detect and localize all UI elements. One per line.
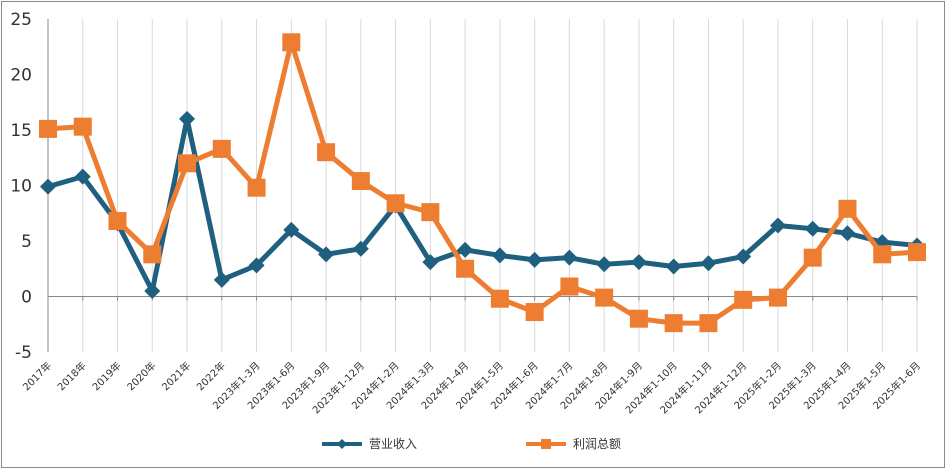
series-layer <box>39 33 926 333</box>
data-point-square <box>838 199 857 218</box>
data-point-square <box>490 289 509 308</box>
data-point-square <box>908 243 926 262</box>
data-point-square <box>108 212 127 231</box>
x-tick-label: 2017年 <box>20 359 54 393</box>
series-line <box>47 116 918 294</box>
y-tick-label: 5 <box>21 232 32 252</box>
data-point-square <box>178 154 197 173</box>
x-tick-label: 2021年 <box>159 359 193 393</box>
data-point-square <box>595 288 614 307</box>
data-point-diamond <box>213 271 230 288</box>
data-point-square <box>803 248 822 267</box>
data-point-diamond <box>700 255 717 272</box>
data-point-diamond <box>352 240 369 257</box>
x-tick-label: 2018年 <box>55 359 89 393</box>
data-point-square <box>317 143 336 162</box>
y-tick-label: 25 <box>10 10 32 30</box>
x-axis-tick-labels: 2017年 2018年 2019年 2020年 2021年 2022年2023年1-3月2… <box>20 359 923 416</box>
data-point-square <box>351 172 370 191</box>
data-point-square <box>699 314 718 333</box>
data-point-diamond <box>74 168 91 185</box>
y-axis-tick-labels: -5 0 5 10 15 20 25 <box>10 10 32 363</box>
data-point-diamond <box>179 110 196 127</box>
data-point-square <box>247 178 266 197</box>
data-point-diamond <box>839 225 856 242</box>
y-tick-label: 0 <box>21 288 32 308</box>
series-line <box>47 39 918 326</box>
data-point-diamond <box>457 241 474 258</box>
legend-marker-square <box>541 439 551 449</box>
legend-item-profit: 利润总额 <box>526 437 621 451</box>
data-point-square <box>664 314 683 333</box>
y-tick-label: -5 <box>15 343 32 363</box>
legend-marker-diamond <box>337 439 347 449</box>
x-tick-label: 2022年 <box>194 359 228 393</box>
y-tick-label: 20 <box>10 66 32 86</box>
data-point-diamond <box>596 256 613 273</box>
data-point-diamond <box>40 178 56 195</box>
data-point-square <box>282 33 301 52</box>
data-point-square <box>525 303 544 322</box>
data-point-square <box>212 139 231 158</box>
data-point-diamond <box>630 254 647 271</box>
data-point-diamond <box>804 220 821 237</box>
y-tick-label: 10 <box>10 177 32 197</box>
data-point-diamond <box>144 282 161 299</box>
series-profit <box>39 33 926 333</box>
data-point-square <box>143 245 162 264</box>
data-point-square <box>421 203 440 222</box>
data-point-diamond <box>422 254 439 271</box>
legend-label: 利润总额 <box>573 437 621 451</box>
legend: 营业收入 利润总额 <box>322 437 621 451</box>
data-point-diamond <box>735 248 752 265</box>
data-point-diamond <box>283 221 300 238</box>
data-point-diamond <box>769 217 786 234</box>
data-point-square <box>734 290 753 309</box>
data-point-square <box>386 194 405 213</box>
data-point-diamond <box>248 257 265 274</box>
data-point-square <box>73 117 92 136</box>
data-point-diamond <box>318 246 335 263</box>
data-point-diamond <box>561 249 578 266</box>
legend-item-revenue: 营业收入 <box>322 437 417 451</box>
data-point-square <box>456 259 475 278</box>
data-point-square <box>873 245 892 264</box>
data-point-square <box>768 288 787 307</box>
legend-label: 营业收入 <box>369 437 417 451</box>
x-tick-label: 2020年 <box>124 359 158 393</box>
data-point-square <box>629 309 648 328</box>
data-point-square <box>39 119 57 138</box>
data-point-diamond <box>526 251 543 268</box>
data-point-square <box>560 277 579 296</box>
data-point-diamond <box>491 247 508 264</box>
x-tick-label: 2019年 <box>89 359 123 393</box>
y-tick-label: 15 <box>10 121 32 141</box>
data-point-diamond <box>665 258 682 275</box>
